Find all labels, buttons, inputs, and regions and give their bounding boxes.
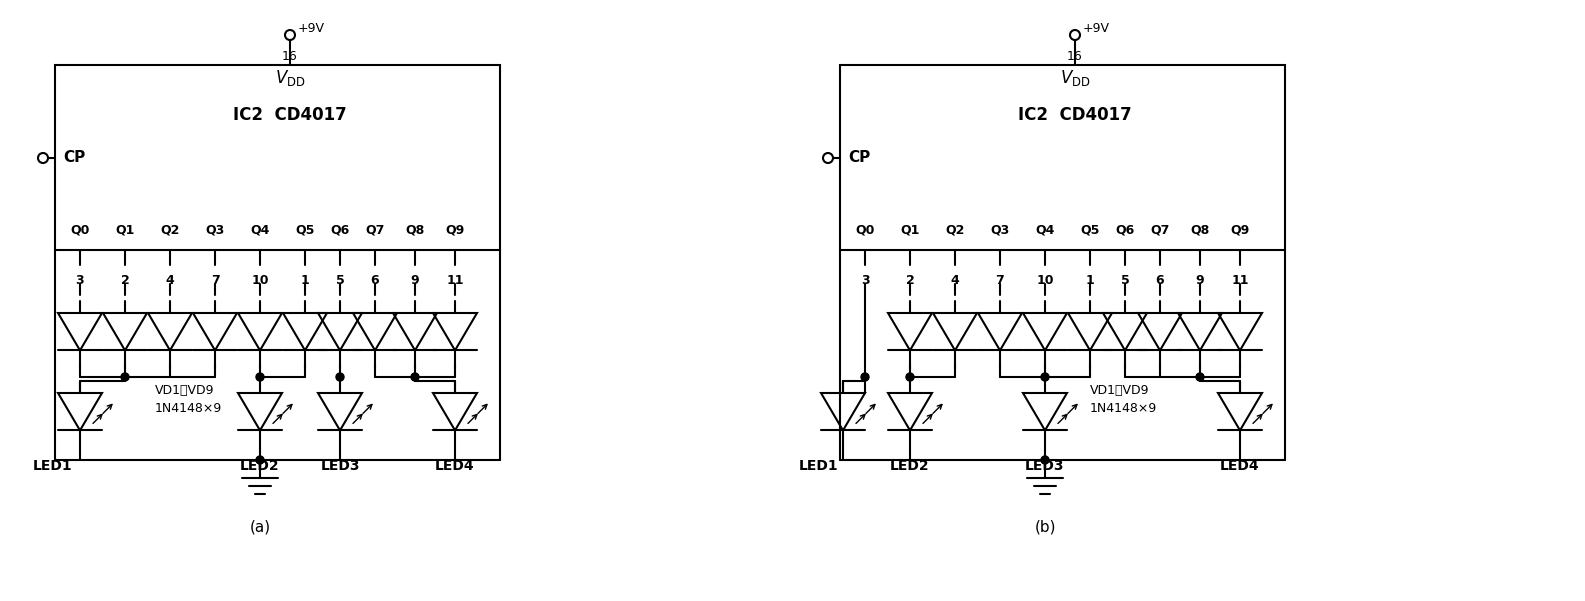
Circle shape bbox=[907, 373, 915, 381]
Circle shape bbox=[336, 373, 344, 381]
Text: 16: 16 bbox=[1067, 50, 1083, 63]
Circle shape bbox=[257, 456, 265, 464]
Text: 1: 1 bbox=[301, 274, 309, 287]
Circle shape bbox=[257, 373, 265, 381]
Text: Q6: Q6 bbox=[1116, 224, 1135, 237]
Text: LED3: LED3 bbox=[1025, 459, 1065, 473]
Text: Q3: Q3 bbox=[206, 224, 225, 237]
Circle shape bbox=[1041, 373, 1049, 381]
Text: 4: 4 bbox=[951, 274, 959, 287]
Text: 9: 9 bbox=[411, 274, 420, 287]
Text: VD1～VD9: VD1～VD9 bbox=[155, 383, 214, 397]
Text: IC2  CD4017: IC2 CD4017 bbox=[1018, 106, 1132, 124]
Text: +9V: +9V bbox=[1083, 22, 1110, 34]
Text: (b): (b) bbox=[1035, 520, 1056, 535]
Text: Q5: Q5 bbox=[1081, 224, 1100, 237]
Text: Q1: Q1 bbox=[900, 224, 919, 237]
Text: Q3: Q3 bbox=[991, 224, 1010, 237]
Text: $V_{\rm DD}$: $V_{\rm DD}$ bbox=[1060, 68, 1090, 88]
Text: LED2: LED2 bbox=[241, 459, 281, 473]
Circle shape bbox=[1041, 456, 1049, 464]
Text: 11: 11 bbox=[447, 274, 464, 287]
Text: CP: CP bbox=[848, 150, 870, 165]
Text: 1: 1 bbox=[1086, 274, 1094, 287]
Text: LED3: LED3 bbox=[320, 459, 360, 473]
Text: Q2: Q2 bbox=[160, 224, 179, 237]
Text: 1N4148×9: 1N4148×9 bbox=[155, 401, 222, 415]
Text: 7: 7 bbox=[211, 274, 219, 287]
Bar bbox=[840, 65, 1285, 250]
Bar bbox=[55, 65, 499, 250]
Text: 5: 5 bbox=[336, 274, 344, 287]
Text: LED1: LED1 bbox=[32, 459, 71, 473]
Text: 11: 11 bbox=[1232, 274, 1249, 287]
Text: Q8: Q8 bbox=[1190, 224, 1209, 237]
Text: +9V: +9V bbox=[298, 22, 325, 34]
Text: LED4: LED4 bbox=[1220, 459, 1260, 473]
Text: 5: 5 bbox=[1121, 274, 1130, 287]
Circle shape bbox=[1197, 373, 1205, 381]
Text: Q7: Q7 bbox=[365, 224, 385, 237]
Text: IC2  CD4017: IC2 CD4017 bbox=[233, 106, 347, 124]
Text: 3: 3 bbox=[76, 274, 84, 287]
Text: Q9: Q9 bbox=[1230, 224, 1249, 237]
Text: LED2: LED2 bbox=[891, 459, 930, 473]
Text: VD1～VD9: VD1～VD9 bbox=[1090, 383, 1149, 397]
Text: $V_{\rm DD}$: $V_{\rm DD}$ bbox=[274, 68, 306, 88]
Text: 7: 7 bbox=[995, 274, 1005, 287]
Text: 16: 16 bbox=[282, 50, 298, 63]
Text: Q7: Q7 bbox=[1151, 224, 1170, 237]
Text: 6: 6 bbox=[371, 274, 379, 287]
Text: Q6: Q6 bbox=[330, 224, 350, 237]
Text: 1N4148×9: 1N4148×9 bbox=[1090, 401, 1157, 415]
Text: Q1: Q1 bbox=[116, 224, 135, 237]
Text: 10: 10 bbox=[1037, 274, 1054, 287]
Text: 10: 10 bbox=[252, 274, 269, 287]
Text: Q4: Q4 bbox=[1035, 224, 1054, 237]
Text: 2: 2 bbox=[905, 274, 915, 287]
Text: Q4: Q4 bbox=[250, 224, 269, 237]
Text: LED4: LED4 bbox=[436, 459, 476, 473]
Text: Q2: Q2 bbox=[945, 224, 965, 237]
Text: 9: 9 bbox=[1195, 274, 1205, 287]
Text: Q9: Q9 bbox=[445, 224, 464, 237]
Text: Q0: Q0 bbox=[856, 224, 875, 237]
Text: Q0: Q0 bbox=[70, 224, 90, 237]
Text: 6: 6 bbox=[1155, 274, 1165, 287]
Text: CP: CP bbox=[63, 150, 86, 165]
Text: 4: 4 bbox=[165, 274, 174, 287]
Text: 3: 3 bbox=[861, 274, 869, 287]
Text: (a): (a) bbox=[249, 520, 271, 535]
Text: 2: 2 bbox=[120, 274, 130, 287]
Text: Q5: Q5 bbox=[295, 224, 315, 237]
Circle shape bbox=[411, 373, 418, 381]
Circle shape bbox=[120, 373, 128, 381]
Circle shape bbox=[861, 373, 869, 381]
Text: LED1: LED1 bbox=[799, 459, 838, 473]
Text: Q8: Q8 bbox=[406, 224, 425, 237]
